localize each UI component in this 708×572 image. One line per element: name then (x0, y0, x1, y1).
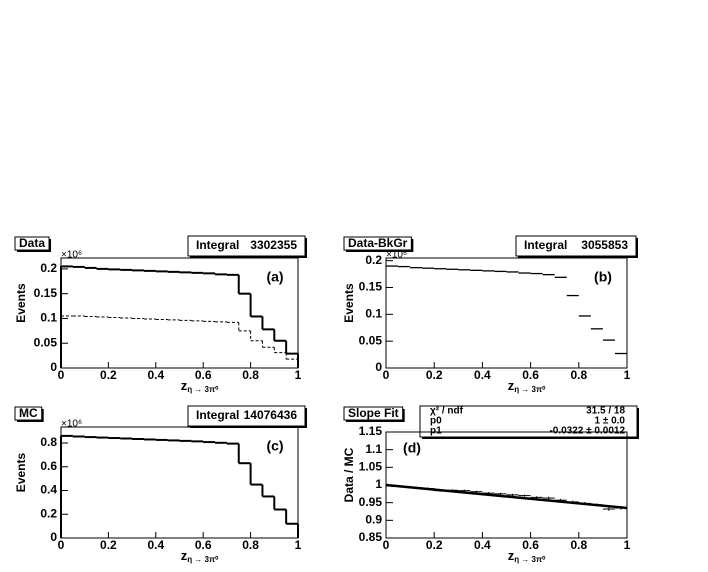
y-tick-label: 0 (50, 530, 57, 544)
x-tick-label: 0.8 (242, 538, 259, 552)
stat-label: p0 (430, 416, 442, 427)
y-tick-label: 0 (375, 360, 382, 374)
panel-name: Data-BkGr (348, 236, 408, 250)
plot-frame (385, 431, 628, 539)
stat-label: Integral (524, 238, 567, 252)
x-label-main: z (508, 378, 515, 393)
x-axis-label: zη → 3π⁰ (181, 378, 219, 394)
x-tick-label: 0.8 (570, 538, 587, 552)
x-label-main: z (181, 548, 188, 563)
x-tick-label: 0.4 (147, 368, 164, 382)
y-tick-label: 0 (50, 360, 57, 374)
y-tick-label: 0.1 (40, 311, 57, 325)
stat-label: Integral (196, 408, 239, 422)
name-box (14, 236, 50, 251)
panel-name: Data (19, 236, 45, 250)
panel-name: MC (19, 406, 38, 420)
y-exponent: ×10⁶ (61, 419, 82, 430)
x-label-sub: η → 3π⁰ (187, 555, 219, 564)
x-tick-label: 1 (624, 368, 631, 382)
x-label-sub: η → 3π⁰ (187, 385, 219, 394)
panel-label: (c) (266, 438, 283, 454)
name-box (343, 406, 404, 421)
x-tick-label: 0.2 (100, 368, 117, 382)
panel-name: Slope Fit (348, 406, 399, 420)
x-tick-label: 1 (295, 538, 302, 552)
x-tick-label: 0.6 (522, 538, 539, 552)
y-tick-label: 0.9 (365, 513, 382, 527)
y-tick-label: 0.8 (40, 435, 57, 449)
stat-box (515, 235, 637, 257)
x-tick-label: 0.6 (195, 368, 212, 382)
y-tick-label: 1 (375, 477, 382, 491)
x-axis-label: zη → 3π⁰ (508, 378, 546, 394)
x-tick-label: 0.8 (242, 368, 259, 382)
y-axis-label: Events (14, 453, 28, 493)
x-tick-label: 0.6 (195, 538, 212, 552)
x-tick-label: 1 (295, 368, 302, 382)
panel-label: (b) (594, 269, 612, 285)
name-box (343, 236, 412, 251)
x-tick-label: 0.4 (474, 538, 491, 552)
y-axis-label: Events (14, 283, 28, 323)
y-tick-label: 0.2 (365, 253, 382, 267)
plot-frame (385, 257, 628, 369)
plot-frame (60, 426, 299, 539)
x-axis-label: zη → 3π⁰ (508, 548, 546, 564)
stat-value: 3302355 (250, 238, 297, 252)
x-axis-label: zη → 3π⁰ (181, 548, 219, 564)
x-tick-label: 0 (58, 368, 65, 382)
y-axis-label: Events (342, 283, 356, 323)
y-tick-label: 0.05 (359, 333, 383, 347)
y-tick-label: 0.4 (40, 483, 57, 497)
stat-box (187, 405, 306, 427)
name-box (14, 406, 43, 421)
x-label-sub: η → 3π⁰ (514, 555, 546, 564)
x-tick-label: 0.8 (570, 368, 587, 382)
x-tick-label: 0.4 (474, 368, 491, 382)
y-tick-label: 1.15 (359, 424, 383, 438)
x-tick-label: 0.2 (426, 368, 443, 382)
stat-value: 14076436 (244, 408, 298, 422)
x-tick-label: 0.4 (147, 538, 164, 552)
x-tick-label: 0.2 (426, 538, 443, 552)
y-tick-label: 0.05 (34, 335, 58, 349)
y-tick-label: 1.1 (365, 442, 382, 456)
x-label-main: z (181, 378, 188, 393)
x-label-main: z (508, 548, 515, 563)
y-tick-label: 0.6 (40, 459, 57, 473)
x-tick-label: 0 (383, 538, 390, 552)
panel-label: (a) (266, 269, 283, 285)
y-exponent: ×10⁶ (386, 250, 407, 261)
fit-line (385, 483, 628, 510)
y-tick-label: 0.15 (34, 286, 58, 300)
y-axis-label: Data / MC (342, 447, 356, 502)
panel-label: (d) (403, 440, 421, 456)
stat-value: 31.5 / 18 (586, 406, 625, 417)
stat-value: -0.0322 ± 0.0012 (549, 426, 625, 437)
stat-label: χ² / ndf (430, 406, 464, 417)
y-tick-label: 0.2 (40, 506, 57, 520)
stat-value: 1 ± 0.0 (594, 416, 625, 427)
plot-frame (60, 257, 299, 369)
x-tick-label: 0.2 (100, 538, 117, 552)
x-tick-label: 0.6 (522, 368, 539, 382)
x-label-sub: η → 3π⁰ (514, 385, 546, 394)
x-tick-label: 1 (624, 538, 631, 552)
stat-value: 3055853 (581, 238, 628, 252)
stat-label: p1 (430, 426, 442, 437)
y-tick-label: 0.1 (365, 307, 382, 321)
y-exponent: ×10⁶ (61, 250, 82, 261)
stat-label: Integral (196, 238, 239, 252)
y-tick-label: 0.95 (359, 495, 383, 509)
y-tick-label: 0.85 (359, 530, 383, 544)
x-tick-label: 0 (383, 368, 390, 382)
y-tick-label: 0.15 (359, 280, 383, 294)
stat-box (187, 235, 306, 257)
x-tick-label: 0 (58, 538, 65, 552)
y-tick-label: 0.2 (40, 261, 57, 275)
y-tick-label: 1.05 (359, 460, 383, 474)
